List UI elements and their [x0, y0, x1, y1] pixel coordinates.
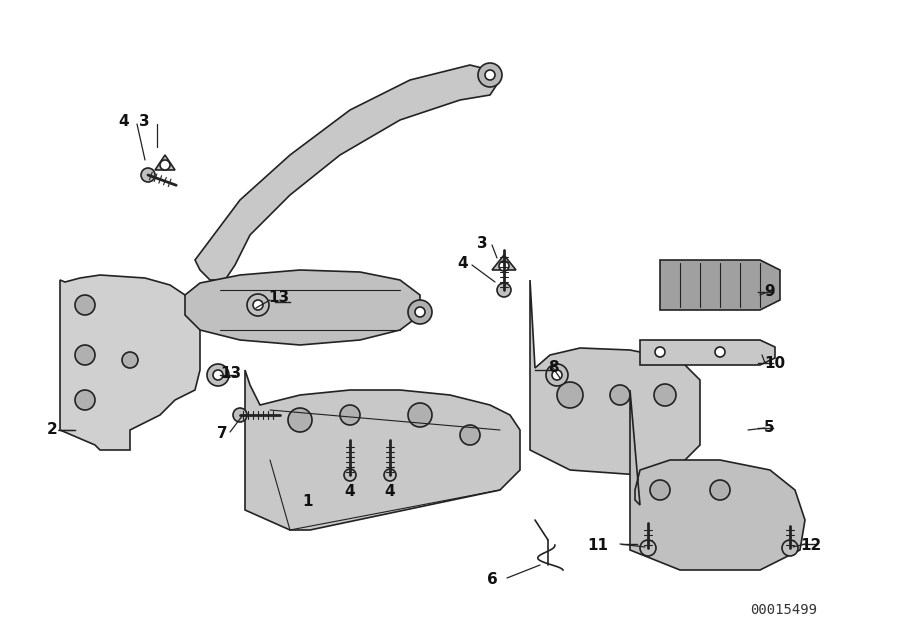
- Circle shape: [497, 283, 511, 297]
- Text: 8: 8: [548, 361, 559, 375]
- Circle shape: [247, 294, 269, 316]
- Circle shape: [408, 300, 432, 324]
- Text: 13: 13: [268, 290, 289, 305]
- Circle shape: [610, 385, 630, 405]
- Circle shape: [141, 168, 155, 182]
- Circle shape: [478, 63, 502, 87]
- Circle shape: [207, 364, 229, 386]
- Circle shape: [552, 370, 562, 380]
- Circle shape: [75, 390, 95, 410]
- Text: 6: 6: [487, 573, 498, 587]
- Text: 4: 4: [457, 255, 468, 271]
- Circle shape: [340, 405, 360, 425]
- Circle shape: [557, 382, 583, 408]
- Circle shape: [122, 352, 138, 368]
- Circle shape: [485, 70, 495, 80]
- Text: 5: 5: [764, 420, 775, 436]
- Text: 3: 3: [140, 114, 150, 130]
- Text: 3: 3: [477, 236, 488, 250]
- Circle shape: [715, 347, 725, 357]
- Circle shape: [460, 425, 480, 445]
- Circle shape: [655, 347, 665, 357]
- Circle shape: [782, 540, 798, 556]
- Circle shape: [160, 160, 170, 170]
- Polygon shape: [195, 65, 500, 280]
- Circle shape: [415, 307, 425, 317]
- Circle shape: [654, 384, 676, 406]
- Polygon shape: [155, 155, 175, 170]
- Polygon shape: [60, 275, 200, 450]
- Text: 1: 1: [302, 495, 313, 509]
- Text: 4: 4: [345, 485, 356, 500]
- Polygon shape: [640, 340, 775, 365]
- Text: 7: 7: [217, 425, 228, 441]
- Circle shape: [233, 408, 247, 422]
- Text: 10: 10: [764, 356, 785, 370]
- Circle shape: [288, 408, 312, 432]
- Polygon shape: [660, 260, 780, 310]
- Circle shape: [546, 364, 568, 386]
- Polygon shape: [530, 280, 700, 475]
- Circle shape: [213, 370, 223, 380]
- Circle shape: [710, 480, 730, 500]
- Circle shape: [408, 403, 432, 427]
- Text: 9: 9: [764, 284, 775, 300]
- Text: 11: 11: [587, 537, 608, 552]
- Circle shape: [75, 345, 95, 365]
- Circle shape: [499, 261, 509, 271]
- Polygon shape: [492, 255, 516, 270]
- Circle shape: [344, 469, 356, 481]
- Circle shape: [650, 480, 670, 500]
- Text: 2: 2: [46, 422, 57, 438]
- Polygon shape: [630, 390, 805, 570]
- Circle shape: [75, 295, 95, 315]
- Circle shape: [640, 540, 656, 556]
- Text: 00015499: 00015499: [750, 603, 817, 617]
- Text: 12: 12: [800, 537, 821, 552]
- Polygon shape: [185, 270, 420, 345]
- Circle shape: [253, 300, 263, 310]
- Text: 4: 4: [119, 114, 129, 130]
- Polygon shape: [245, 370, 520, 530]
- Circle shape: [384, 469, 396, 481]
- Text: 4: 4: [384, 485, 395, 500]
- Text: 13: 13: [220, 366, 241, 380]
